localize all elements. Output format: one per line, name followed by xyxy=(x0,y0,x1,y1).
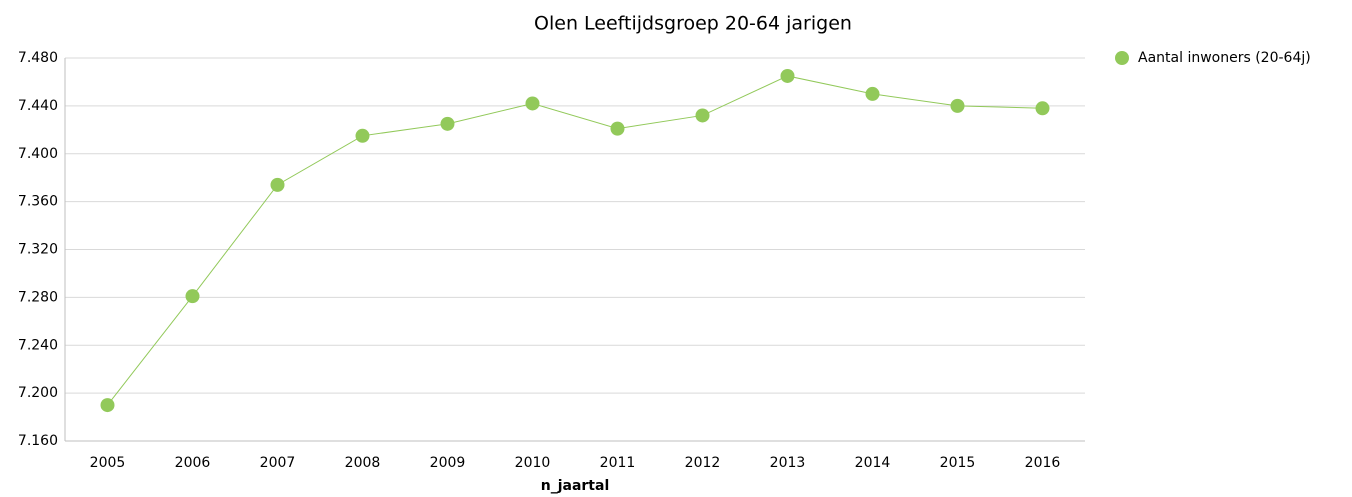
x-tick-label: 2009 xyxy=(430,455,466,471)
y-tick-label: 7.480 xyxy=(18,50,58,66)
data-point xyxy=(865,86,880,101)
x-tick-label: 2016 xyxy=(1025,455,1061,471)
y-tick-label: 7.360 xyxy=(18,194,58,210)
chart-title: Olen Leeftijdsgroep 20-64 jarigen xyxy=(534,13,852,35)
x-tick-label: 2008 xyxy=(345,455,381,471)
y-tick-label: 7.320 xyxy=(18,242,58,258)
x-tick-label: 2012 xyxy=(685,455,721,471)
x-tick-label: 2015 xyxy=(940,455,976,471)
x-tick-label: 2011 xyxy=(600,455,636,471)
x-tick-label: 2014 xyxy=(855,455,891,471)
data-point xyxy=(355,128,370,143)
y-tick-label: 7.240 xyxy=(18,337,58,353)
y-tick-label: 7.280 xyxy=(18,289,58,305)
data-point xyxy=(185,289,200,304)
y-tick-label: 7.160 xyxy=(18,433,58,449)
series-line xyxy=(107,75,1043,406)
data-point xyxy=(610,121,625,136)
data-point xyxy=(525,96,540,111)
x-tick-label: 2005 xyxy=(90,455,126,471)
legend-marker xyxy=(1115,51,1129,65)
y-tick-label: 7.200 xyxy=(18,385,58,401)
data-point xyxy=(780,68,795,83)
data-point xyxy=(950,98,965,113)
y-tick-label: 7.400 xyxy=(18,146,58,162)
y-tick-label: 7.440 xyxy=(18,98,58,114)
x-tick-label: 2013 xyxy=(770,455,806,471)
data-point xyxy=(1035,101,1050,116)
x-tick-label: 2010 xyxy=(515,455,551,471)
data-point xyxy=(695,108,710,123)
data-point xyxy=(100,398,115,413)
data-point xyxy=(440,116,455,131)
x-tick-label: 2006 xyxy=(175,455,211,471)
data-point xyxy=(270,177,285,192)
x-tick-label: 2007 xyxy=(260,455,296,471)
legend-label: Aantal inwoners (20-64j) xyxy=(1138,50,1311,66)
x-axis-label: n_jaartal xyxy=(541,478,610,494)
